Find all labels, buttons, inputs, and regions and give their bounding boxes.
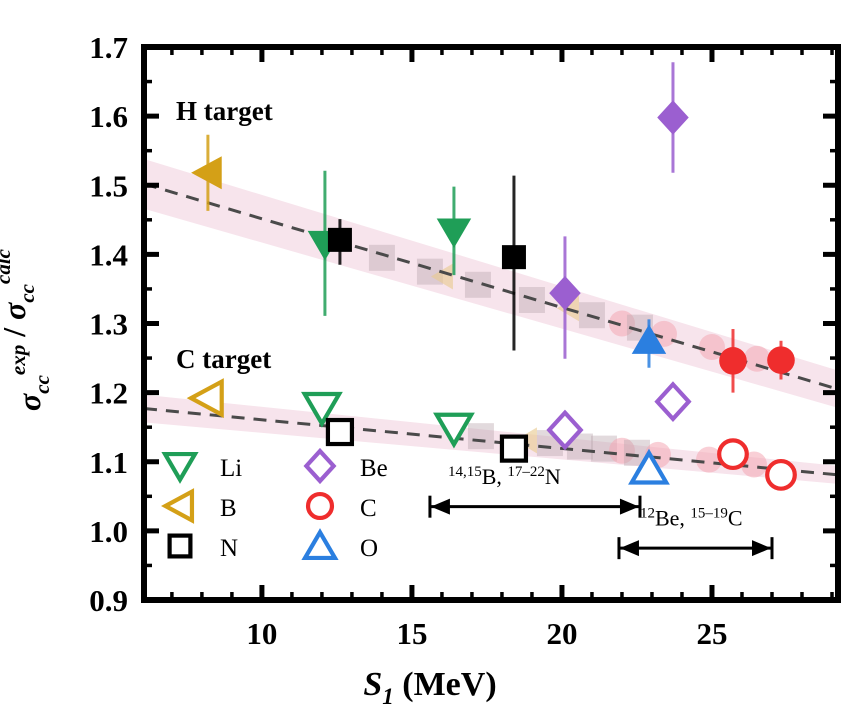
y-tick-label: 1.6 xyxy=(89,99,128,134)
legend-label-n: N xyxy=(220,535,238,562)
marker-circle-c-h xyxy=(719,347,747,375)
y-axis-title: σccexp / σcccalc xyxy=(0,248,54,411)
y-tick-label: 1.7 xyxy=(89,30,128,65)
range-arrowhead-right xyxy=(751,540,771,557)
legend-label-c: C xyxy=(360,495,377,522)
marker-square-n-c xyxy=(325,417,355,447)
data-markers xyxy=(186,100,797,491)
marker-triangle-up-o-c xyxy=(628,448,670,485)
y-ticks xyxy=(144,44,838,603)
series-be-c xyxy=(546,381,692,451)
legend-label-be: Be xyxy=(360,455,388,482)
y-tick-label: 1.5 xyxy=(89,168,128,203)
marker-circle-c-c xyxy=(765,458,797,491)
x-axis-title-text: S1 (MeV) xyxy=(363,666,496,709)
x-tick-label: 25 xyxy=(696,616,727,651)
series-c-h xyxy=(719,346,795,375)
x-ticks xyxy=(170,47,834,600)
ghost-marker-circle xyxy=(695,446,722,473)
legend: Li BN Be CO xyxy=(161,447,388,562)
marker-square-n-c xyxy=(499,434,529,463)
y-tick-label: 1.4 xyxy=(89,237,128,272)
marker-triangle-up-legend xyxy=(301,528,339,561)
marker-triangle-down-li-c xyxy=(301,391,343,428)
series-b-h xyxy=(191,156,222,190)
series-o-c xyxy=(628,448,670,485)
marker-triangle-down-li-h xyxy=(436,218,472,249)
y-tick-labels: 0.9 1.0 1.1 1.2 1.3 1.4 1.5 1.6 1.7 xyxy=(89,30,128,618)
marker-triangle-left-b-h xyxy=(191,156,222,190)
marker-diamond-be-c xyxy=(654,381,692,422)
marker-square-legend xyxy=(167,533,193,559)
marker-triangle-up-o-h xyxy=(631,324,667,354)
ghost-marker-circle xyxy=(608,437,635,464)
legend-item-o[interactable]: O xyxy=(301,528,378,562)
marker-triangle-down-li-c xyxy=(433,412,475,449)
h-target-label: H target xyxy=(176,96,273,126)
range-arrowhead-left xyxy=(430,498,450,515)
series-be-h xyxy=(549,100,689,311)
ghost-marker-square xyxy=(467,423,494,450)
marker-triangle-left-legend xyxy=(161,488,195,524)
ghost-marker-circle xyxy=(608,310,635,337)
legend-label-o: O xyxy=(360,535,378,562)
marker-circle-c-c xyxy=(717,438,749,471)
y-tick-label: 0.9 xyxy=(89,583,128,618)
range-arrowhead-left xyxy=(619,540,639,557)
marker-diamond-legend xyxy=(303,447,337,485)
legend-label-b: B xyxy=(220,495,237,522)
range-label: 12Be, 15–19C xyxy=(640,505,743,530)
x-tick-label: 20 xyxy=(546,616,577,651)
range-annotations: 14,15B, 17–22N 12Be, 15–19C xyxy=(428,464,774,560)
marker-circle-c-h xyxy=(767,346,795,374)
y-tick-label: 1.1 xyxy=(89,445,128,480)
legend-item-n[interactable]: N xyxy=(167,533,238,562)
ghost-marker-triangle-left xyxy=(430,263,453,290)
series-li-c xyxy=(301,391,475,449)
legend-item-be[interactable]: Be xyxy=(303,447,388,485)
ghost-marker-circle xyxy=(743,345,770,372)
y-tick-label: 1.3 xyxy=(89,307,128,342)
series-o-h xyxy=(631,324,667,354)
ghost-series xyxy=(467,423,767,478)
legend-item-c[interactable]: C xyxy=(305,491,377,522)
marker-triangle-left-b-c xyxy=(186,378,224,419)
x-tick-label: 10 xyxy=(246,616,277,651)
range-Be-C: 12Be, 15–19C xyxy=(617,505,774,560)
marker-diamond-be-h xyxy=(657,100,689,135)
x-tick-label: 15 xyxy=(396,616,427,651)
series-b-c xyxy=(186,378,224,419)
series-n-c xyxy=(325,417,529,463)
ghost-markers xyxy=(368,244,770,478)
y-axis-title-text: σccexp / σcccalc xyxy=(0,248,54,411)
marker-diamond-be-h xyxy=(549,275,581,311)
ghost-marker-square xyxy=(368,244,395,271)
range-arrowhead-right xyxy=(619,498,639,515)
marker-circle-legend xyxy=(305,491,335,521)
marker-triangle-down-legend xyxy=(161,451,199,484)
legend-label-li: Li xyxy=(220,455,242,482)
x-axis-title: S1 (MeV) xyxy=(363,666,496,709)
y-tick-label: 1.0 xyxy=(89,514,128,549)
range-label: 14,15B, 17–22N xyxy=(448,464,561,489)
c-target-label: C target xyxy=(176,344,271,374)
legend-item-li[interactable]: Li xyxy=(161,451,242,484)
legend-item-b[interactable]: B xyxy=(161,488,237,524)
marker-square-n-h xyxy=(501,245,526,270)
range-B-N: 14,15B, 17–22N xyxy=(428,464,642,518)
marker-diamond-be-c xyxy=(546,409,584,451)
marker-square-n-h xyxy=(327,227,352,252)
series-n-h xyxy=(327,227,526,270)
x-tick-labels: 10 15 20 25 xyxy=(246,616,727,651)
y-tick-label: 1.2 xyxy=(89,376,128,411)
series-c-c xyxy=(717,438,797,491)
